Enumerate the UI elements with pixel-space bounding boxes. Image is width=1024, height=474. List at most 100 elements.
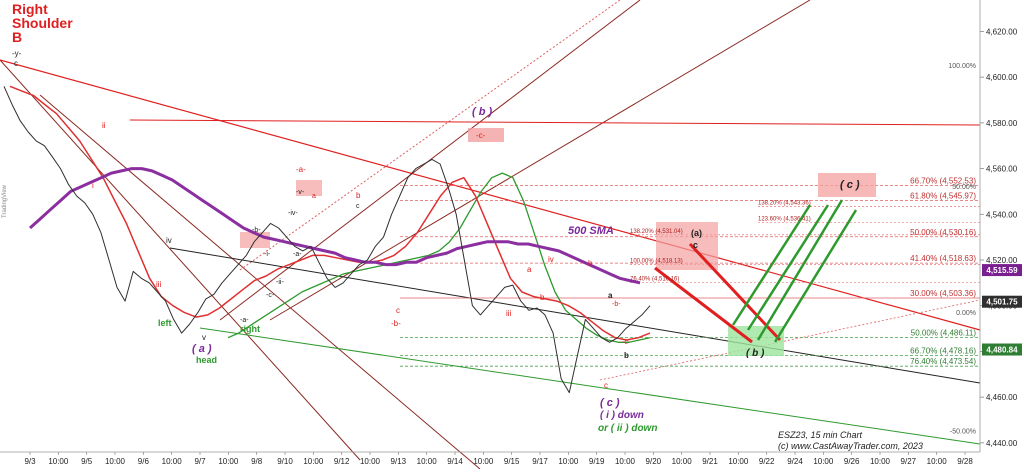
x-tick-label: 10:00	[218, 457, 239, 466]
red-upper-trendline	[0, 59, 981, 331]
x-tick-label: 10:00	[473, 457, 494, 466]
price-badge-label: 4,515.59	[986, 266, 1018, 275]
a-dash-mid: -a-	[293, 251, 302, 258]
left-label: left	[158, 318, 172, 328]
x-tick-label: 10:00	[162, 457, 183, 466]
fib-label: 61.80% (4,545.97)	[910, 192, 976, 201]
red-dotted-support	[599, 299, 981, 381]
x-tick-label: 9/8	[251, 457, 263, 466]
instrument-label: ESZ23, 15 min Chart	[778, 430, 863, 440]
c-paren: ( c )	[600, 397, 620, 409]
sma-label: 500 SMA	[568, 225, 614, 237]
iv-mid: iv	[548, 255, 554, 264]
x-tick-label: 10:00	[615, 457, 636, 466]
x-tick-label: 9/12	[334, 457, 350, 466]
x-tick-label: 9/14	[447, 457, 463, 466]
green-projection-2	[746, 204, 830, 331]
price-badge-label: 4,480.84	[986, 346, 1018, 355]
x-tick-label: 9/21	[702, 457, 718, 466]
minor-fib-label: 123.60% (4,536.41)	[758, 216, 811, 222]
y-tick-label: 4,620.00	[986, 27, 1018, 36]
c-label-mid: c	[356, 203, 360, 210]
x-tick-label: 10:00	[360, 457, 381, 466]
fib-levels	[400, 185, 980, 367]
b-dash2: -b-	[612, 301, 621, 308]
fib-label: 50.00% (4,530.16)	[910, 228, 976, 237]
x-tick-label: 10:00	[870, 457, 891, 466]
c-dash2: -c-	[622, 339, 631, 346]
b-below: b	[624, 351, 629, 360]
y-mark: -y-	[12, 49, 22, 58]
i-left: i	[92, 181, 94, 190]
x-tick-label: 10:00	[927, 457, 948, 466]
price-badge	[982, 264, 1022, 277]
c-box-label: c	[693, 240, 698, 250]
a-mid: a	[527, 265, 532, 274]
highlight-boxes	[240, 128, 876, 356]
title-line-1: Right	[12, 1, 48, 17]
x-tick-label: 10:00	[417, 457, 438, 466]
c-paren-box: ( c )	[840, 179, 860, 191]
b-bottom: -b-	[391, 319, 401, 328]
fib-label: 41.40% (4,518.63)	[910, 254, 976, 263]
head-label: head	[196, 355, 217, 365]
fib-label: 30.00% (4,503.36)	[910, 289, 976, 298]
x-tick-label: 9/3	[24, 457, 36, 466]
green-ma-line	[227, 172, 651, 343]
c-top: c	[14, 59, 18, 68]
price-badge	[982, 343, 1022, 356]
minor-fib-label: 76.40% (4,510.16)	[630, 276, 679, 282]
x-tick-label: 9/27	[901, 457, 917, 466]
x-tick-label: 9/28	[957, 457, 973, 466]
x-tick-label: 9/5	[81, 457, 93, 466]
copyright: (c) www.CastAwayTrader.com, 2023	[778, 441, 923, 451]
ii-dash: -ii-	[276, 279, 284, 286]
y-tick-label: 4,440.00	[986, 439, 1018, 448]
x-tick-label: 9/24	[787, 457, 803, 466]
target-box-c	[818, 173, 876, 197]
v-label: v	[202, 333, 206, 342]
i-down: ( i ) down	[600, 410, 644, 421]
x-tick-label: 9/20	[646, 457, 662, 466]
y-tick-label: 4,600.00	[986, 73, 1018, 82]
x-tick-label: 9/13	[391, 457, 407, 466]
x-tick-label: 9/26	[844, 457, 860, 466]
fast-ma-line	[9, 85, 651, 341]
side-pct-label: 0.00%	[956, 310, 976, 317]
fib-label: 50.00% (4,486.11)	[911, 328, 977, 337]
title-line-2: Shoulder	[12, 15, 73, 31]
sma-500-line	[29, 167, 641, 285]
side-pct-label: -50.00%	[950, 429, 976, 436]
y-axis: 4,440.004,460.004,480.004,500.004,520.00…	[980, 27, 1018, 448]
price-line	[3, 86, 651, 394]
box-c-top	[468, 128, 504, 142]
iii-left: iii	[156, 280, 162, 289]
green-projection-4	[773, 209, 858, 343]
a-dash-low: -a-	[240, 317, 249, 324]
minor-fib-label: 138.20% (4,543.36)	[758, 201, 811, 207]
x-tick-label: 10:00	[303, 457, 324, 466]
a-small: a	[312, 193, 316, 200]
green-trendline	[199, 327, 981, 445]
series-group	[3, 85, 651, 394]
y-tick-label: 4,520.00	[986, 256, 1018, 265]
y-tick-label: 4,580.00	[986, 119, 1018, 128]
fib-label: 66.70% (4,552.53)	[910, 177, 976, 186]
minor-fib-label: 138.20% (4,531.04)	[630, 229, 683, 235]
x-tick-label: 9/6	[138, 457, 150, 466]
minor-fib-label: 100.00% (4,518.13)	[630, 258, 683, 264]
c-bottom: c	[396, 306, 400, 315]
y-tick-label: 4,540.00	[986, 210, 1018, 219]
brown-uptrend-line-2	[269, 0, 811, 321]
red-channel-line	[129, 119, 981, 126]
brown-downtrend-line-2	[39, 94, 481, 470]
iii-mid: iii	[506, 309, 512, 318]
annotations: Right Shoulder B -y- c ii i iii iv left …	[12, 1, 923, 451]
b-small2: b	[588, 259, 593, 268]
y-tick-label: 4,460.00	[986, 393, 1018, 402]
brown-downtrend-line	[0, 59, 361, 461]
x-axis: 9/3 10:00 9/5 10:00 9/6 10:00 9/7 10:00 9/8 9/10 1…	[24, 452, 973, 466]
fib-label: 76.40% (4,473.54)	[910, 357, 976, 366]
a-top: -a-	[296, 165, 306, 174]
c-top-box: -c-	[476, 131, 486, 140]
